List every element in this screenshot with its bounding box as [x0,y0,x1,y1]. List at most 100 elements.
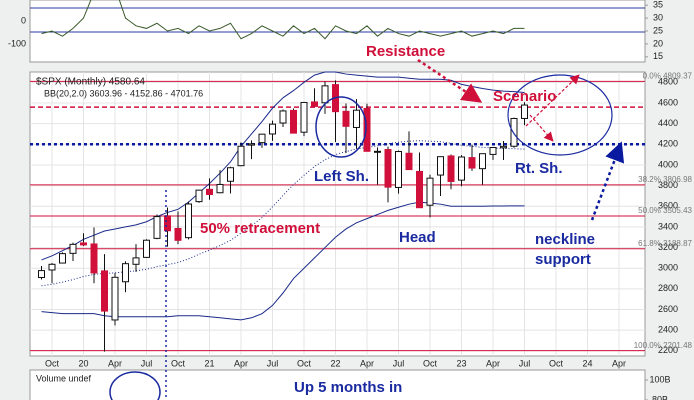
fib-label: 50.0% 3505.43 [638,206,692,215]
x-tick-label: Oct [171,358,186,368]
x-tick-label: Apr [486,358,500,368]
annotation: 50% retracement [200,220,320,237]
candle-body [416,170,423,209]
candle-body [321,85,329,104]
scenario-arrow-up [525,74,580,127]
x-tick-label: Oct [549,358,564,368]
y-tick-label: 2800 [658,283,678,293]
bb-lower [41,201,525,321]
candle-body [90,243,98,274]
y-tick-label: 4200 [658,139,678,149]
candle-body [521,104,528,119]
candle-body [132,257,140,265]
y2-tick-label: 35 [653,0,663,10]
candle-body [290,109,297,134]
x-tick-label: 23 [456,358,466,368]
fib-label: 0.0% 4809.37 [643,71,693,80]
candle-body [101,270,108,312]
annotation: Left Sh. [314,168,369,185]
candle-body [111,276,119,321]
x-tick-label: Apr [234,358,248,368]
left-tick-label: -100 [8,38,26,48]
price-panel [29,71,646,357]
candle-body [479,153,486,170]
candle-body [48,263,56,271]
candle-body [248,143,255,146]
oscillator-line [41,0,525,40]
y2-tick-label: 20 [653,38,663,48]
x-tick-label: Jul [141,358,153,368]
candle-body [258,133,266,144]
left-shoulder-ellipse [315,96,367,158]
candle-body [38,270,45,279]
x-tick-label: Oct [423,358,438,368]
y-tick-label: 4000 [658,159,678,169]
x-tick-label: 20 [78,358,88,368]
x-tick-label: 22 [330,358,340,368]
candle-body [216,183,224,194]
x-tick-label: Apr [360,358,374,368]
candle-body [195,189,203,203]
candle-body [426,177,434,206]
candle-body [174,227,182,241]
candle-body [353,109,360,128]
annotation: Rt. Sh. [515,160,563,177]
candle-body [69,243,77,254]
volume-ellipse [109,371,161,400]
candle-body [80,242,87,246]
neckline-arrow [590,141,625,221]
x-tick-label: Oct [45,358,60,368]
candle-body [374,150,381,153]
left-tick-label: 0 [21,15,26,25]
candle-body [405,152,413,171]
y-tick-label: 4600 [658,97,678,107]
candle-body [395,151,402,188]
annotation: Scenario [493,88,556,105]
y-tick-label: 3200 [658,242,678,252]
annotation: Head [399,229,436,246]
resistance-arrow [417,58,483,103]
candle-body [269,123,276,135]
x-tick-label: Apr [612,358,626,368]
y2-tick-label: 30 [653,12,663,22]
annotation: support [535,251,591,268]
volume-title: Volume undef [36,373,92,383]
chart-title: $SPX (Monthly) 4580.64 [36,77,145,88]
y-tick-label: 3600 [658,201,678,211]
candle-body [279,110,287,124]
fib-label: 38.2% 3806.98 [638,175,692,184]
annotation: Up 5 months in [294,379,402,396]
annotation: neckline [535,231,595,248]
volume-panel [29,369,646,400]
bb-upper [41,71,525,261]
right-shoulder-ellipse [507,74,613,156]
x-tick-label: 24 [582,358,592,368]
candle-body [489,146,497,155]
y-tick-label: 2200 [658,345,678,355]
x-tick-label: 21 [204,358,214,368]
fib-label: 61.8% 3188.87 [638,239,692,248]
x-tick-label: Jul [393,358,405,368]
plot-area [30,71,645,356]
candle-body [437,156,444,176]
candle-body [384,149,392,188]
y-tick-label: 4800 [658,77,678,87]
y-tick-label: 4400 [658,118,678,128]
bb-legend: BB(20,2.0) 3603.96 - 4152.86 - 4701.76 [44,88,203,98]
y-tick-label: 3000 [658,263,678,273]
x-tick-label: Jul [519,358,531,368]
candle-body [206,188,213,195]
x-tick-label: Apr [108,358,122,368]
x-tick-label: Oct [297,358,312,368]
candle-body [500,145,507,149]
candle-body [164,215,171,232]
x-tick-label: Jul [267,358,279,368]
candle-body [458,156,465,181]
annotation: Resistance [366,43,445,60]
volume-tick-label: 80B [652,394,668,400]
candle-body [363,107,371,152]
y2-tick-label: 25 [653,25,663,35]
y-tick-label: 2600 [658,304,678,314]
candle-body [342,110,350,127]
